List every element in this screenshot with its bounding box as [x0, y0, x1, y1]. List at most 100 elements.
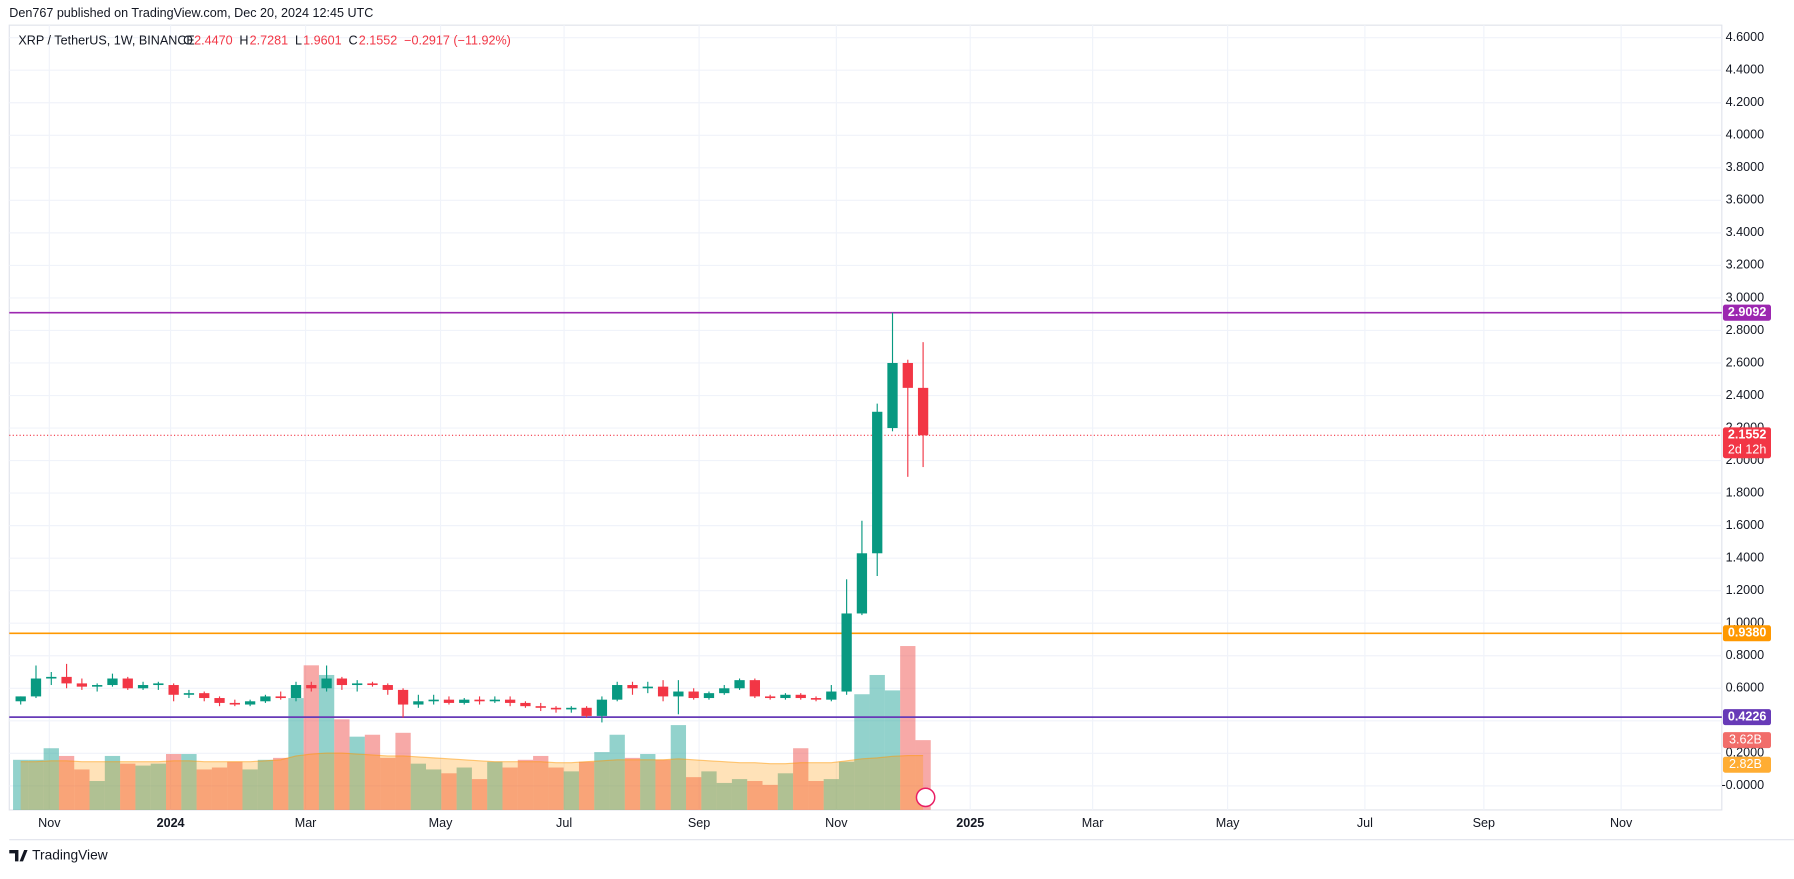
- candle-body: [856, 553, 868, 614]
- price-line-label: 0.4226: [1728, 709, 1766, 723]
- candle-body: [397, 689, 409, 705]
- footer: TradingView: [32, 847, 108, 862]
- y-tick-label: 1.8000: [1726, 485, 1764, 499]
- volume-bar: [135, 765, 151, 810]
- candle-body: [321, 678, 332, 689]
- candle-body: [550, 707, 562, 710]
- candle-body: [688, 691, 699, 699]
- volume-bar: [150, 763, 166, 810]
- price-line-tag: [1722, 625, 1771, 642]
- volume-bar: [777, 773, 794, 810]
- flash-icon[interactable]: [915, 787, 936, 808]
- volume-bar: [288, 698, 304, 810]
- axes: -0.00000.20000.40000.60000.80001.00001.2…: [38, 30, 1771, 830]
- volume-bar: [716, 782, 732, 810]
- volume-bar: [838, 761, 855, 810]
- volume-bar: [670, 725, 687, 810]
- y-tick-label: 2.8000: [1726, 323, 1764, 337]
- change: −0.2917 (−11.92%): [404, 34, 511, 48]
- volume-bar: [884, 690, 901, 810]
- y-tick-label: 1.4000: [1726, 550, 1764, 564]
- volume-bar: [502, 767, 518, 810]
- volume-ma-area: [20, 753, 924, 810]
- x-tick-label: Mar: [1082, 816, 1104, 830]
- volume-bar: [410, 763, 427, 810]
- volume-bar: [395, 732, 411, 810]
- logo-mark: [9, 849, 28, 862]
- price-line-tag: [1722, 304, 1771, 321]
- candle-body: [474, 699, 485, 702]
- candle-body: [504, 699, 516, 703]
- candle-body: [76, 683, 88, 687]
- ohlc-value: 1.9601: [303, 34, 341, 48]
- ohlc-value: 2.7281: [250, 34, 288, 48]
- last-price-label: 2.1552: [1728, 428, 1766, 442]
- candle-body: [306, 685, 317, 689]
- x-tick-label: 2024: [157, 816, 185, 830]
- x-tick-label: Nov: [825, 816, 848, 830]
- candle-body: [244, 701, 256, 705]
- ohlc-key: O: [183, 34, 193, 48]
- volume-bar: [165, 754, 182, 810]
- volume-bar: [242, 769, 258, 810]
- volume-bar: [104, 755, 121, 810]
- last-price-tag: [1722, 427, 1771, 459]
- volume-bar: [334, 719, 350, 810]
- y-tick-label: 3.2000: [1726, 258, 1764, 272]
- y-tick-label: 3.8000: [1726, 160, 1764, 174]
- candle-body: [199, 693, 210, 699]
- candle-body: [719, 688, 730, 694]
- candle-body: [122, 678, 133, 689]
- candle-body: [459, 699, 470, 703]
- volume-bar: [43, 748, 59, 810]
- volume-bar: [793, 748, 809, 810]
- volume-bar: [426, 769, 442, 810]
- ohlc-key: H: [239, 34, 248, 48]
- volume-ma-tag: [1722, 756, 1771, 773]
- volume-bar: [227, 761, 243, 810]
- x-tick-label: 2025: [956, 816, 984, 830]
- y-tick-label: 4.6000: [1726, 30, 1764, 44]
- candle-body: [367, 683, 378, 686]
- y-tick-label: 1.2000: [1726, 583, 1764, 597]
- candle-body: [581, 707, 592, 716]
- y-tick-label: 3.6000: [1726, 193, 1764, 207]
- volume-bar: [120, 763, 136, 810]
- ohlc-legend: O 2.4470 H 2.7281 L 1.9601 C 2.1552 −0.2917 (−11…: [183, 34, 511, 48]
- y-tick-label: 4.2000: [1726, 95, 1764, 109]
- candle-body: [566, 707, 577, 710]
- publisher: Den767 published on TradingView.com, Dec…: [9, 6, 373, 20]
- candle-body: [275, 696, 286, 699]
- volume-bar: [762, 784, 778, 810]
- volume-bar: [686, 777, 702, 810]
- price-lines: [9, 311, 1722, 718]
- y-tick-label: -0.0000: [1721, 778, 1764, 792]
- ohlc-value: 2.4470: [194, 34, 232, 48]
- y-tick-label: 1.6000: [1726, 518, 1764, 532]
- volume-bar: [548, 767, 564, 810]
- price-line-label: 0.9380: [1728, 626, 1766, 640]
- volume-bar: [624, 757, 641, 810]
- volume-bar: [578, 761, 595, 810]
- candle-body: [137, 685, 149, 689]
- x-tick-label: Nov: [38, 816, 61, 830]
- x-tick-label: Mar: [295, 816, 317, 830]
- ohlc-value: 2.1552: [359, 34, 397, 48]
- volume-bar: [28, 759, 44, 810]
- volume-bar: [640, 754, 656, 810]
- grid: [9, 25, 1722, 810]
- candle-body: [596, 699, 608, 716]
- volume-bar: [747, 781, 763, 810]
- volume-bar: [364, 734, 381, 810]
- candle-body: [428, 699, 439, 702]
- candle-body: [382, 685, 393, 690]
- volume-bar: [211, 767, 228, 810]
- volume-bar: [58, 755, 75, 810]
- volume-bar: [257, 759, 274, 810]
- y-tick-label: 0.8000: [1726, 648, 1764, 662]
- y-tick-label: 4.4000: [1726, 63, 1764, 77]
- candle-body: [917, 387, 929, 436]
- y-tick-label: 4.0000: [1726, 128, 1764, 142]
- candle-body: [673, 691, 684, 697]
